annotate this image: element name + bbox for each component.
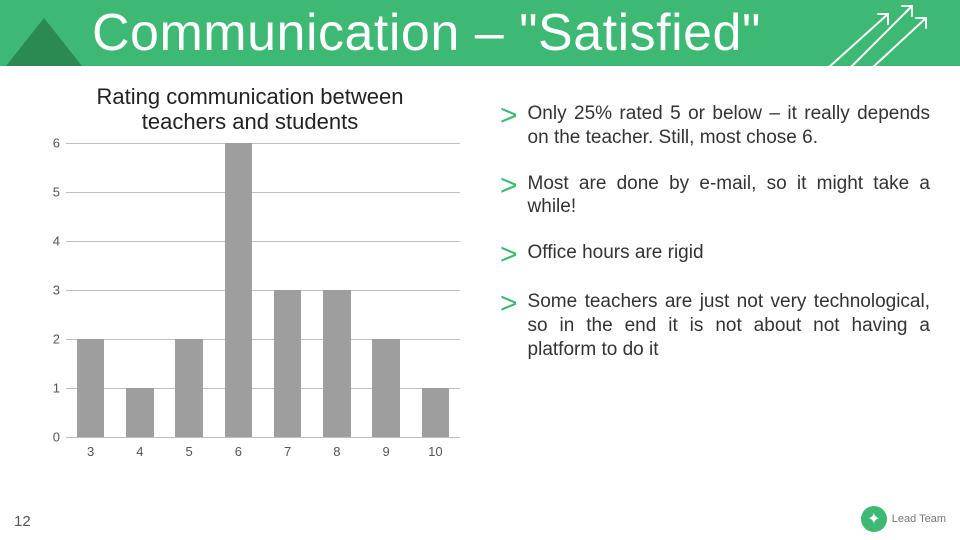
bullet-item: >Most are done by e-mail, so it might ta… (500, 172, 930, 220)
chevron-right-icon: > (500, 241, 518, 268)
bar (77, 339, 105, 437)
y-axis-label: 2 (40, 331, 60, 346)
bar-slot: 4 (115, 143, 164, 437)
y-axis-label: 0 (40, 429, 60, 444)
bar-slot: 9 (362, 143, 411, 437)
bullet-item: > Office hours are rigid (500, 241, 930, 268)
y-axis-label: 3 (40, 282, 60, 297)
x-axis-label: 3 (87, 444, 94, 459)
bar (372, 339, 400, 437)
bar-slot: 8 (312, 143, 361, 437)
bullet-text: Only 25% rated 5 or below – it really de… (528, 102, 930, 150)
bar-slot: 3 (66, 143, 115, 437)
bar-slot: 7 (263, 143, 312, 437)
x-axis-label: 6 (235, 444, 242, 459)
chevron-right-icon: > (500, 290, 518, 361)
upward-arrows-icon (820, 0, 930, 72)
slide-header: Communication – "Satisfied" (0, 0, 960, 66)
x-axis-label: 8 (333, 444, 340, 459)
bar (175, 339, 203, 437)
bar (422, 388, 450, 437)
bar-slot: 5 (165, 143, 214, 437)
footer-logo: ✦ Lead Team (861, 506, 946, 532)
header-triangle-icon (6, 18, 82, 66)
bar-slot: 10 (411, 143, 460, 437)
footer-logo-text: Lead Team (892, 513, 946, 525)
bar (274, 290, 302, 437)
x-axis-label: 7 (284, 444, 291, 459)
bullet-text: Most are done by e-mail, so it might tak… (528, 172, 930, 220)
x-axis-label: 5 (186, 444, 193, 459)
grid-line (66, 437, 460, 438)
chevron-right-icon: > (500, 102, 518, 150)
x-axis-label: 9 (383, 444, 390, 459)
bullet-list: >Only 25% rated 5 or below – it really d… (470, 84, 930, 506)
bar-slot: 6 (214, 143, 263, 437)
y-axis-label: 4 (40, 233, 60, 248)
bar (323, 290, 351, 437)
bar (126, 388, 154, 437)
chart-title: Rating communication betweenteachers and… (30, 84, 470, 135)
bullet-item: >Only 25% rated 5 or below – it really d… (500, 102, 930, 150)
page-number: 12 (14, 513, 31, 530)
slide-body: Rating communication betweenteachers and… (0, 66, 960, 506)
bullet-text: Some teachers are just not very technolo… (528, 290, 930, 361)
puzzle-icon: ✦ (861, 506, 887, 532)
chevron-right-icon: > (500, 172, 518, 220)
bar (225, 143, 253, 437)
bar-chart: 0123456 345678910 (40, 143, 460, 463)
x-axis-label: 10 (428, 444, 442, 459)
y-axis-label: 1 (40, 380, 60, 395)
y-axis-label: 6 (40, 135, 60, 150)
chart-panel: Rating communication betweenteachers and… (30, 84, 470, 506)
bullet-item: >Some teachers are just not very technol… (500, 290, 930, 361)
bullet-text: Office hours are rigid (528, 241, 704, 268)
y-axis-label: 5 (40, 184, 60, 199)
slide-title: Communication – "Satisfied" (92, 3, 761, 63)
x-axis-label: 4 (136, 444, 143, 459)
